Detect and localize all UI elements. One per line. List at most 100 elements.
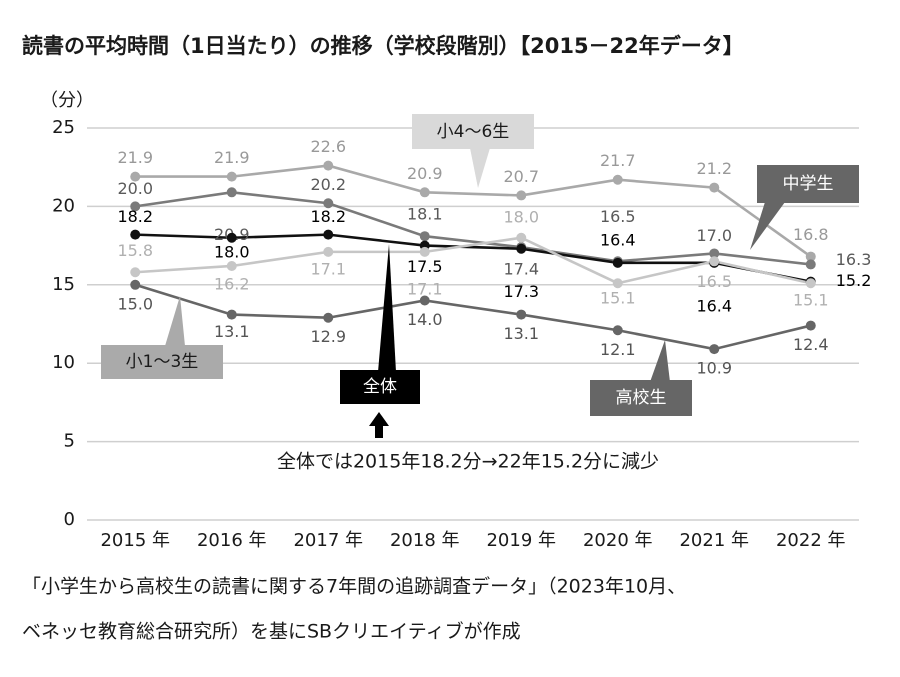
pointer [165, 296, 185, 346]
value-label: 17.1 [407, 279, 443, 298]
value-label: 21.9 [214, 148, 250, 167]
value-label: 16.3 [836, 250, 872, 269]
y-tick-label: 0 [64, 509, 75, 530]
point [226, 260, 237, 271]
value-label: 16.8 [793, 225, 829, 244]
point [805, 320, 816, 331]
value-label: 17.4 [503, 260, 539, 279]
value-label: 21.2 [696, 159, 732, 178]
series-line [135, 190, 811, 266]
legend-box [590, 380, 692, 416]
x-tick-label: 2017 年 [293, 530, 363, 551]
point [130, 201, 141, 212]
point [612, 325, 623, 336]
value-label: 21.9 [117, 148, 153, 167]
point [419, 187, 430, 198]
point [709, 248, 720, 259]
point [516, 243, 527, 254]
point [709, 344, 720, 355]
point [130, 267, 141, 278]
value-label: 12.4 [793, 335, 829, 354]
y-tick-label: 5 [64, 431, 75, 452]
pointer [378, 244, 396, 372]
value-label: 15.8 [117, 241, 153, 260]
pointer [750, 202, 785, 250]
value-label: 12.9 [310, 327, 346, 346]
value-label: 10.9 [696, 359, 732, 378]
point [226, 309, 237, 320]
point [323, 246, 334, 257]
value-label: 18.2 [117, 207, 153, 226]
point [612, 257, 623, 268]
y-tick-label: 15 [52, 274, 75, 295]
point [419, 295, 430, 306]
series-line [135, 236, 812, 285]
arrow [369, 412, 389, 438]
value-label: 17.3 [503, 282, 539, 301]
point [130, 171, 141, 182]
x-tick-label: 2020 年 [583, 530, 653, 551]
legend-label: 小1〜3生 [126, 352, 199, 372]
value-label: 20.2 [310, 175, 346, 194]
x-tick-label: 2015 年 [100, 530, 170, 551]
value-label: 15.2 [836, 271, 872, 290]
point [323, 312, 334, 323]
value-label: 17.0 [696, 226, 732, 245]
point [612, 278, 623, 289]
value-label: 16.4 [600, 230, 636, 249]
point [805, 259, 816, 270]
point [226, 187, 237, 198]
point [709, 256, 720, 267]
point [130, 279, 141, 290]
point [226, 171, 237, 182]
value-label: 16.2 [214, 274, 250, 293]
point [419, 246, 430, 257]
legend-box [757, 165, 859, 203]
value-label: 14.0 [407, 310, 443, 329]
point [516, 232, 527, 243]
pointer [650, 340, 670, 382]
point [323, 198, 334, 209]
legend-box [101, 345, 223, 379]
x-tick-label: 2021 年 [679, 530, 749, 551]
x-tick-label: 2022 年 [776, 530, 846, 551]
legend-label: 中学生 [783, 174, 834, 194]
y-tick-label: 20 [52, 195, 75, 216]
x-tick-label: 2019 年 [486, 530, 556, 551]
source: 「小学生から高校生の読書に関する7年間の追跡調査データ」（2023年10月、 [22, 576, 686, 598]
value-label: 13.1 [214, 322, 250, 341]
callouts: 小4〜6生 中学生 小1〜3生 全体 高校生 [101, 114, 859, 438]
point [323, 229, 334, 240]
annotation: 全体では2015年18.2分→22年15.2分に減少 [277, 451, 659, 473]
point [805, 278, 816, 289]
value-label: 21.7 [600, 151, 636, 170]
source: ベネッセ教育総合研究所）を基にSBクリエイティブが作成 [22, 620, 521, 643]
point [323, 160, 334, 171]
point [130, 229, 141, 240]
value-label: 16.4 [696, 296, 732, 315]
x-tick-label: 2018 年 [390, 530, 460, 551]
chart-title: 読書の平均時間（1日当たり）の推移（学校段階別）【2015－22年データ】 [22, 34, 744, 58]
value-label: 18.2 [310, 207, 346, 226]
point [805, 251, 816, 262]
point [516, 309, 527, 320]
x-tick-label: 2016 年 [197, 530, 267, 551]
value-label: 20.7 [503, 167, 539, 186]
y-tick-label: 10 [52, 352, 75, 373]
legend-label: 高校生 [616, 388, 667, 408]
series-line [134, 283, 812, 351]
value-label: 16.5 [696, 272, 732, 291]
series-line [135, 164, 812, 258]
point [516, 190, 527, 201]
point [226, 232, 237, 243]
value-label: 17.1 [310, 259, 346, 278]
legend-box [412, 114, 534, 149]
value-label: 15.0 [117, 294, 153, 313]
value-label: 15.1 [600, 289, 636, 308]
legend-box [340, 370, 420, 404]
value-label: 17.5 [407, 257, 443, 276]
value-label: 20.0 [117, 179, 153, 198]
value-label: 18.0 [503, 207, 539, 226]
value-label: 20.9 [407, 164, 443, 183]
